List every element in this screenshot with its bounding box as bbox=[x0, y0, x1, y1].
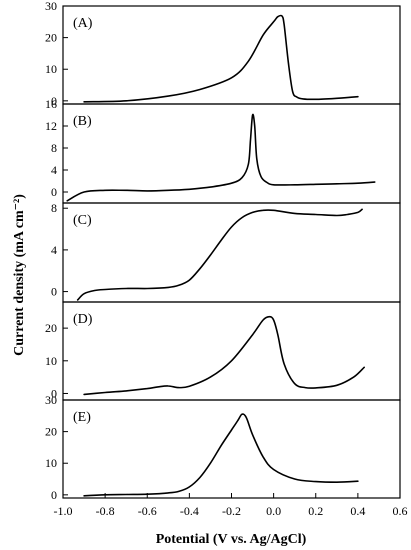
data-curve bbox=[76, 208, 363, 301]
panel-d: 0 10 20 (D) bbox=[45, 301, 401, 401]
y-tick-label: 20 bbox=[45, 321, 57, 335]
data-curve bbox=[83, 315, 365, 396]
panel-frame bbox=[62, 5, 401, 105]
x-tick-label: -0.2 bbox=[222, 504, 241, 518]
y-axis-title: Current density (mA cm⁻²) bbox=[12, 194, 27, 356]
y-tick-label: 20 bbox=[45, 31, 57, 45]
panel-label: (E) bbox=[73, 410, 91, 425]
y-tick-label: 10 bbox=[45, 62, 57, 76]
panel-b: 0 4 8 12 16 (B) bbox=[45, 97, 401, 204]
y-tick-label: 0 bbox=[51, 94, 57, 108]
panel-e: 0 10 20 30 (E) bbox=[45, 393, 401, 502]
panel-frame bbox=[62, 301, 401, 401]
y-tick-label: 8 bbox=[51, 141, 57, 155]
y-tick-label: 16 bbox=[45, 97, 57, 111]
panel-label: (D) bbox=[73, 312, 93, 327]
x-tick-label: -0.6 bbox=[138, 504, 157, 518]
x-axis: -1.0 -0.8 -0.6 -0.4 -0.2 0.0 0.2 0.4 0.6 bbox=[54, 493, 408, 518]
y-tick-label: 20 bbox=[45, 425, 57, 439]
panel-c: 0 4 8 (C) bbox=[51, 201, 401, 303]
y-tick-label: 0 bbox=[51, 386, 57, 400]
chart-panels: 0 10 20 30 (A) 0 4 8 12 16 (B) 0 4 8 (C) 0 10 20 (D) 0 10 20 3… bbox=[45, 0, 401, 502]
y-tick-label: 4 bbox=[51, 243, 57, 257]
y-tick-label: 8 bbox=[51, 201, 57, 215]
y-tick-label: 12 bbox=[45, 119, 57, 133]
y-tick-label: 30 bbox=[45, 393, 57, 407]
x-tick-label: 0.0 bbox=[266, 504, 281, 518]
y-tick-label: 4 bbox=[51, 163, 57, 177]
data-curve bbox=[66, 113, 376, 202]
panel-label: (C) bbox=[73, 213, 92, 228]
x-tick-label: -1.0 bbox=[54, 504, 73, 518]
x-tick-label: 0.6 bbox=[393, 504, 408, 518]
data-curve bbox=[83, 14, 359, 103]
panel-a: 0 10 20 30 (A) bbox=[45, 0, 401, 108]
data-curve bbox=[83, 413, 359, 497]
y-tick-label: 10 bbox=[45, 456, 57, 470]
x-tick-label: 0.4 bbox=[350, 504, 365, 518]
panel-frame bbox=[62, 103, 401, 204]
y-tick-label: 30 bbox=[45, 0, 57, 13]
panel-frame bbox=[62, 399, 401, 499]
panel-label: (B) bbox=[73, 114, 92, 129]
x-tick-label: -0.8 bbox=[96, 504, 115, 518]
x-axis-title: Potential (V vs. Ag/AgCl) bbox=[156, 532, 307, 547]
y-tick-label: 0 bbox=[51, 488, 57, 502]
y-tick-label: 0 bbox=[51, 285, 57, 299]
y-tick-label: 0 bbox=[51, 185, 57, 199]
panel-label: (A) bbox=[73, 16, 93, 31]
y-tick-label: 10 bbox=[45, 354, 57, 368]
panel-frame bbox=[62, 202, 401, 303]
x-tick-label: 0.2 bbox=[308, 504, 323, 518]
x-tick-label: -0.4 bbox=[180, 504, 199, 518]
